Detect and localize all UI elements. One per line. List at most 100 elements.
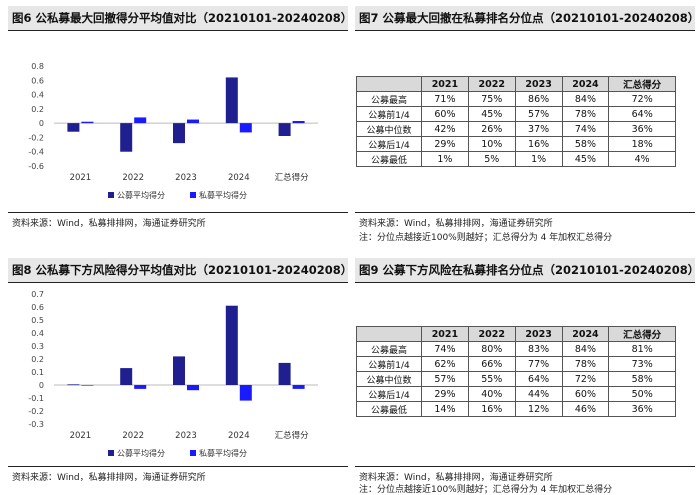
legend-swatch [108,450,114,456]
bar-private [239,385,252,401]
table-cell: 29% [421,136,469,152]
table-cell: 60% [561,386,610,402]
bar-private [187,385,199,391]
y-tick-label: 0 [39,381,44,390]
table-header-cell [356,326,422,342]
bar-private [81,121,94,124]
table-cell: 71% [421,91,469,107]
table-cell: 72% [561,371,610,387]
table-row: 公募中位数 57% 55% 64% 72% 58% [356,371,676,387]
table-row: 公募前1/4 60% 45% 57% 78% 64% [356,106,676,122]
table-cell: 78% [561,356,610,372]
table-cell: 18% [608,136,676,152]
table-cell: 55% [467,371,516,387]
table-cell: 29% [421,386,469,402]
fig9-rank-table: 2021 2022 2023 2024 汇总得分 公募最高 74% 80% 83% 84% 81% 公… [356,326,676,417]
y-tick-label: -0.6 [28,162,44,171]
table-header-cell: 2021 [421,76,469,92]
bar-public [278,362,291,385]
y-tick-label: 0.7 [31,290,44,299]
bar-private [292,121,305,124]
y-tick-label: 0.2 [31,105,44,114]
fig7-title: 图7 公募最大回撤在私募排名分位点（20210101-20240208） [355,6,695,30]
x-tick-label: 2022 [122,431,144,441]
table-header-cell: 汇总得分 [608,76,676,92]
fig9-panel: 图9 公募下方风险在私募排名分位点（20210101-20240208） 202… [355,258,695,495]
fig8-bar-chart: 0.7 0.6 0.5 0.4 0.3 0.2 0.1 0 -0.1 -0.2 -0.3 2021 20… [28,290,318,458]
fig6-top-rule [8,30,348,31]
table-row: 公募最低 14% 16% 12% 46% 36% [356,401,676,417]
table-row-label: 公募中位数 [356,371,422,387]
table-cell: 78% [561,106,610,122]
x-tick-label: 汇总得分 [275,430,310,441]
fig9-title: 图9 公募下方风险在私募排名分位点（20210101-20240208） [355,258,695,282]
table-row-label: 公募后1/4 [356,136,422,152]
x-tick-label: 2022 [122,173,144,183]
legend-label: 公募平均得分 [117,190,165,200]
bar-public [173,356,185,385]
bar-public [278,123,291,136]
bar-private [134,385,147,389]
table-header-cell: 2023 [514,326,563,342]
table-cell: 75% [467,91,516,107]
table-row: 公募最低 1% 5% 1% 45% 4% [356,151,676,167]
x-tick-label: 2021 [70,431,92,441]
table-row-label: 公募最低 [356,401,422,417]
table-row: 公募最高 71% 75% 86% 84% 72% [356,91,676,107]
fig7-source: 资料来源：Wind，私募排排网，海通证券研究所 [359,219,553,229]
table-cell: 83% [514,341,563,357]
y-tick-label: 0.1 [31,368,44,377]
legend-swatch [190,192,196,198]
table-row: 公募后1/4 29% 10% 16% 58% 18% [356,136,676,152]
fig7-panel: 图7 公募最大回撤在私募排名分位点（20210101-20240208） 202… [355,6,695,248]
bar-public [120,368,133,385]
y-tick-label: 0.5 [31,316,44,325]
legend-swatch [190,450,196,456]
table-cell: 58% [608,371,676,387]
table-row-label: 公募最高 [356,91,422,107]
fig9-bottom-rule [355,466,695,467]
table-row: 公募最高 74% 80% 83% 84% 81% [356,341,676,357]
table-cell: 46% [561,401,610,417]
table-header-cell: 2024 [561,326,610,342]
table-header-cell: 2023 [514,76,563,92]
table-cell: 81% [608,341,676,357]
table-cell: 14% [421,401,469,417]
x-tick-label: 2023 [175,173,197,183]
y-tick-label: -0.2 [28,407,44,416]
table-cell: 1% [514,151,563,167]
table-cell: 58% [561,136,610,152]
table-cell: 62% [421,356,469,372]
table-row-label: 公募前1/4 [356,106,422,122]
y-tick-label: 0.8 [31,62,44,71]
bar-public [225,77,238,124]
table-row-label: 公募中位数 [356,121,422,137]
fig9-top-rule [355,282,695,283]
table-cell: 57% [421,371,469,387]
fig7-note: 注：分位点越接近100%则越好；汇总得分为 4 年加权汇总得分 [359,233,613,243]
legend-swatch [108,192,114,198]
fig6-source: 资料来源：Wind，私募排排网，海通证券研究所 [12,219,206,229]
table-row-label: 公募前1/4 [356,356,422,372]
y-tick-label: -0.3 [28,420,44,429]
table-cell: 84% [561,341,610,357]
bar-public [225,305,238,385]
table-cell: 26% [467,121,516,137]
fig6-bottom-rule [8,212,348,213]
fig8-title: 图8 公私募下方风险得分平均值对比（20210101-20240208） [8,258,348,282]
table-header-cell: 2022 [467,76,516,92]
bar-public [67,384,80,386]
table-cell: 1% [421,151,469,167]
table-cell: 42% [421,121,469,137]
table-row-label: 公募后1/4 [356,386,422,402]
bar-private [134,117,147,124]
fig7-top-rule [355,30,695,31]
table-header-cell: 2022 [467,326,516,342]
table-cell: 84% [561,91,610,107]
bar-private [81,385,94,386]
fig6-panel: 图6 公私募最大回撤得分平均值对比（20210101-20240208） 0.8… [8,6,348,236]
y-tick-label: -0.1 [28,394,44,403]
table-cell: 72% [608,91,676,107]
fig8-panel: 图8 公私募下方风险得分平均值对比（20210101-20240208） 0.7… [8,258,348,490]
fig8-top-rule [8,282,348,283]
